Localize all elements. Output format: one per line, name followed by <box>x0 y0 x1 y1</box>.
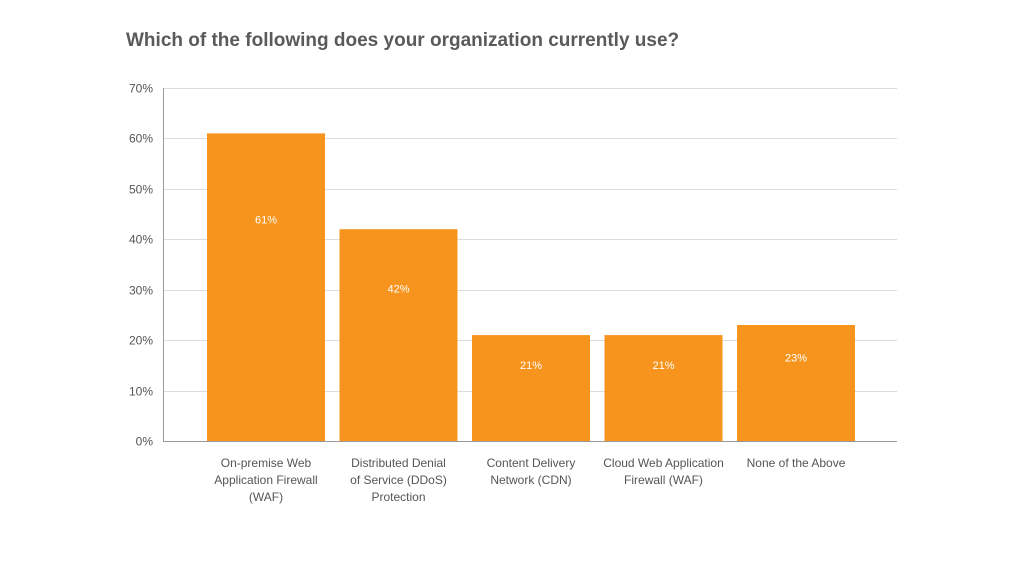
bar <box>604 335 723 441</box>
data-label: 21% <box>652 360 674 372</box>
y-tick-label: 20% <box>129 334 153 348</box>
data-labels: 61% 42% 21% 21% 23% <box>255 215 807 372</box>
data-label: 21% <box>520 360 542 372</box>
y-tick-label: 10% <box>129 385 153 399</box>
category-label: Cloud Web Application <box>603 456 724 470</box>
category-label: (WAF) <box>249 490 283 504</box>
category-label: Network (CDN) <box>490 473 571 487</box>
bar <box>339 229 458 441</box>
category-label: Protection <box>371 490 425 504</box>
category-label: On-premise Web <box>221 456 312 470</box>
bar <box>472 335 590 441</box>
category-label: Application Firewall <box>214 473 317 487</box>
x-axis-category-labels: On-premise Web Application Firewall (WAF) D… <box>214 456 845 504</box>
axes <box>163 88 897 442</box>
data-label: 61% <box>255 215 277 227</box>
category-label: of Service (DDoS) <box>350 473 447 487</box>
bars <box>207 133 855 441</box>
category-label: None of the Above <box>747 456 846 470</box>
category-label: Firewall (WAF) <box>624 473 703 487</box>
y-tick-label: 50% <box>129 183 153 197</box>
y-tick-label: 40% <box>129 233 153 247</box>
chart-title: Which of the following does your organiz… <box>126 30 680 51</box>
data-label: 23% <box>785 352 807 364</box>
category-label: Distributed Denial <box>351 456 446 470</box>
data-label: 42% <box>387 284 409 296</box>
y-axis-tick-labels: 0% 10% 20% 30% 40% 50% 60% 70% <box>129 82 153 449</box>
y-tick-label: 0% <box>136 435 154 449</box>
category-label: Content Delivery <box>487 456 576 470</box>
y-tick-label: 60% <box>129 132 153 146</box>
bar <box>737 325 855 441</box>
y-tick-label: 30% <box>129 284 153 298</box>
bar <box>207 133 325 441</box>
y-tick-label: 70% <box>129 82 153 96</box>
